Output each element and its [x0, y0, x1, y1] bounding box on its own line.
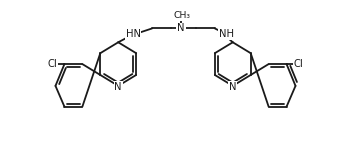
Text: Cl: Cl	[294, 59, 303, 69]
Text: N: N	[229, 82, 237, 92]
Text: N: N	[177, 23, 185, 33]
Text: Cl: Cl	[47, 59, 57, 69]
Text: CH₃: CH₃	[173, 11, 191, 20]
Text: N: N	[114, 82, 122, 92]
Text: HN: HN	[126, 29, 141, 39]
Text: NH: NH	[219, 29, 234, 39]
